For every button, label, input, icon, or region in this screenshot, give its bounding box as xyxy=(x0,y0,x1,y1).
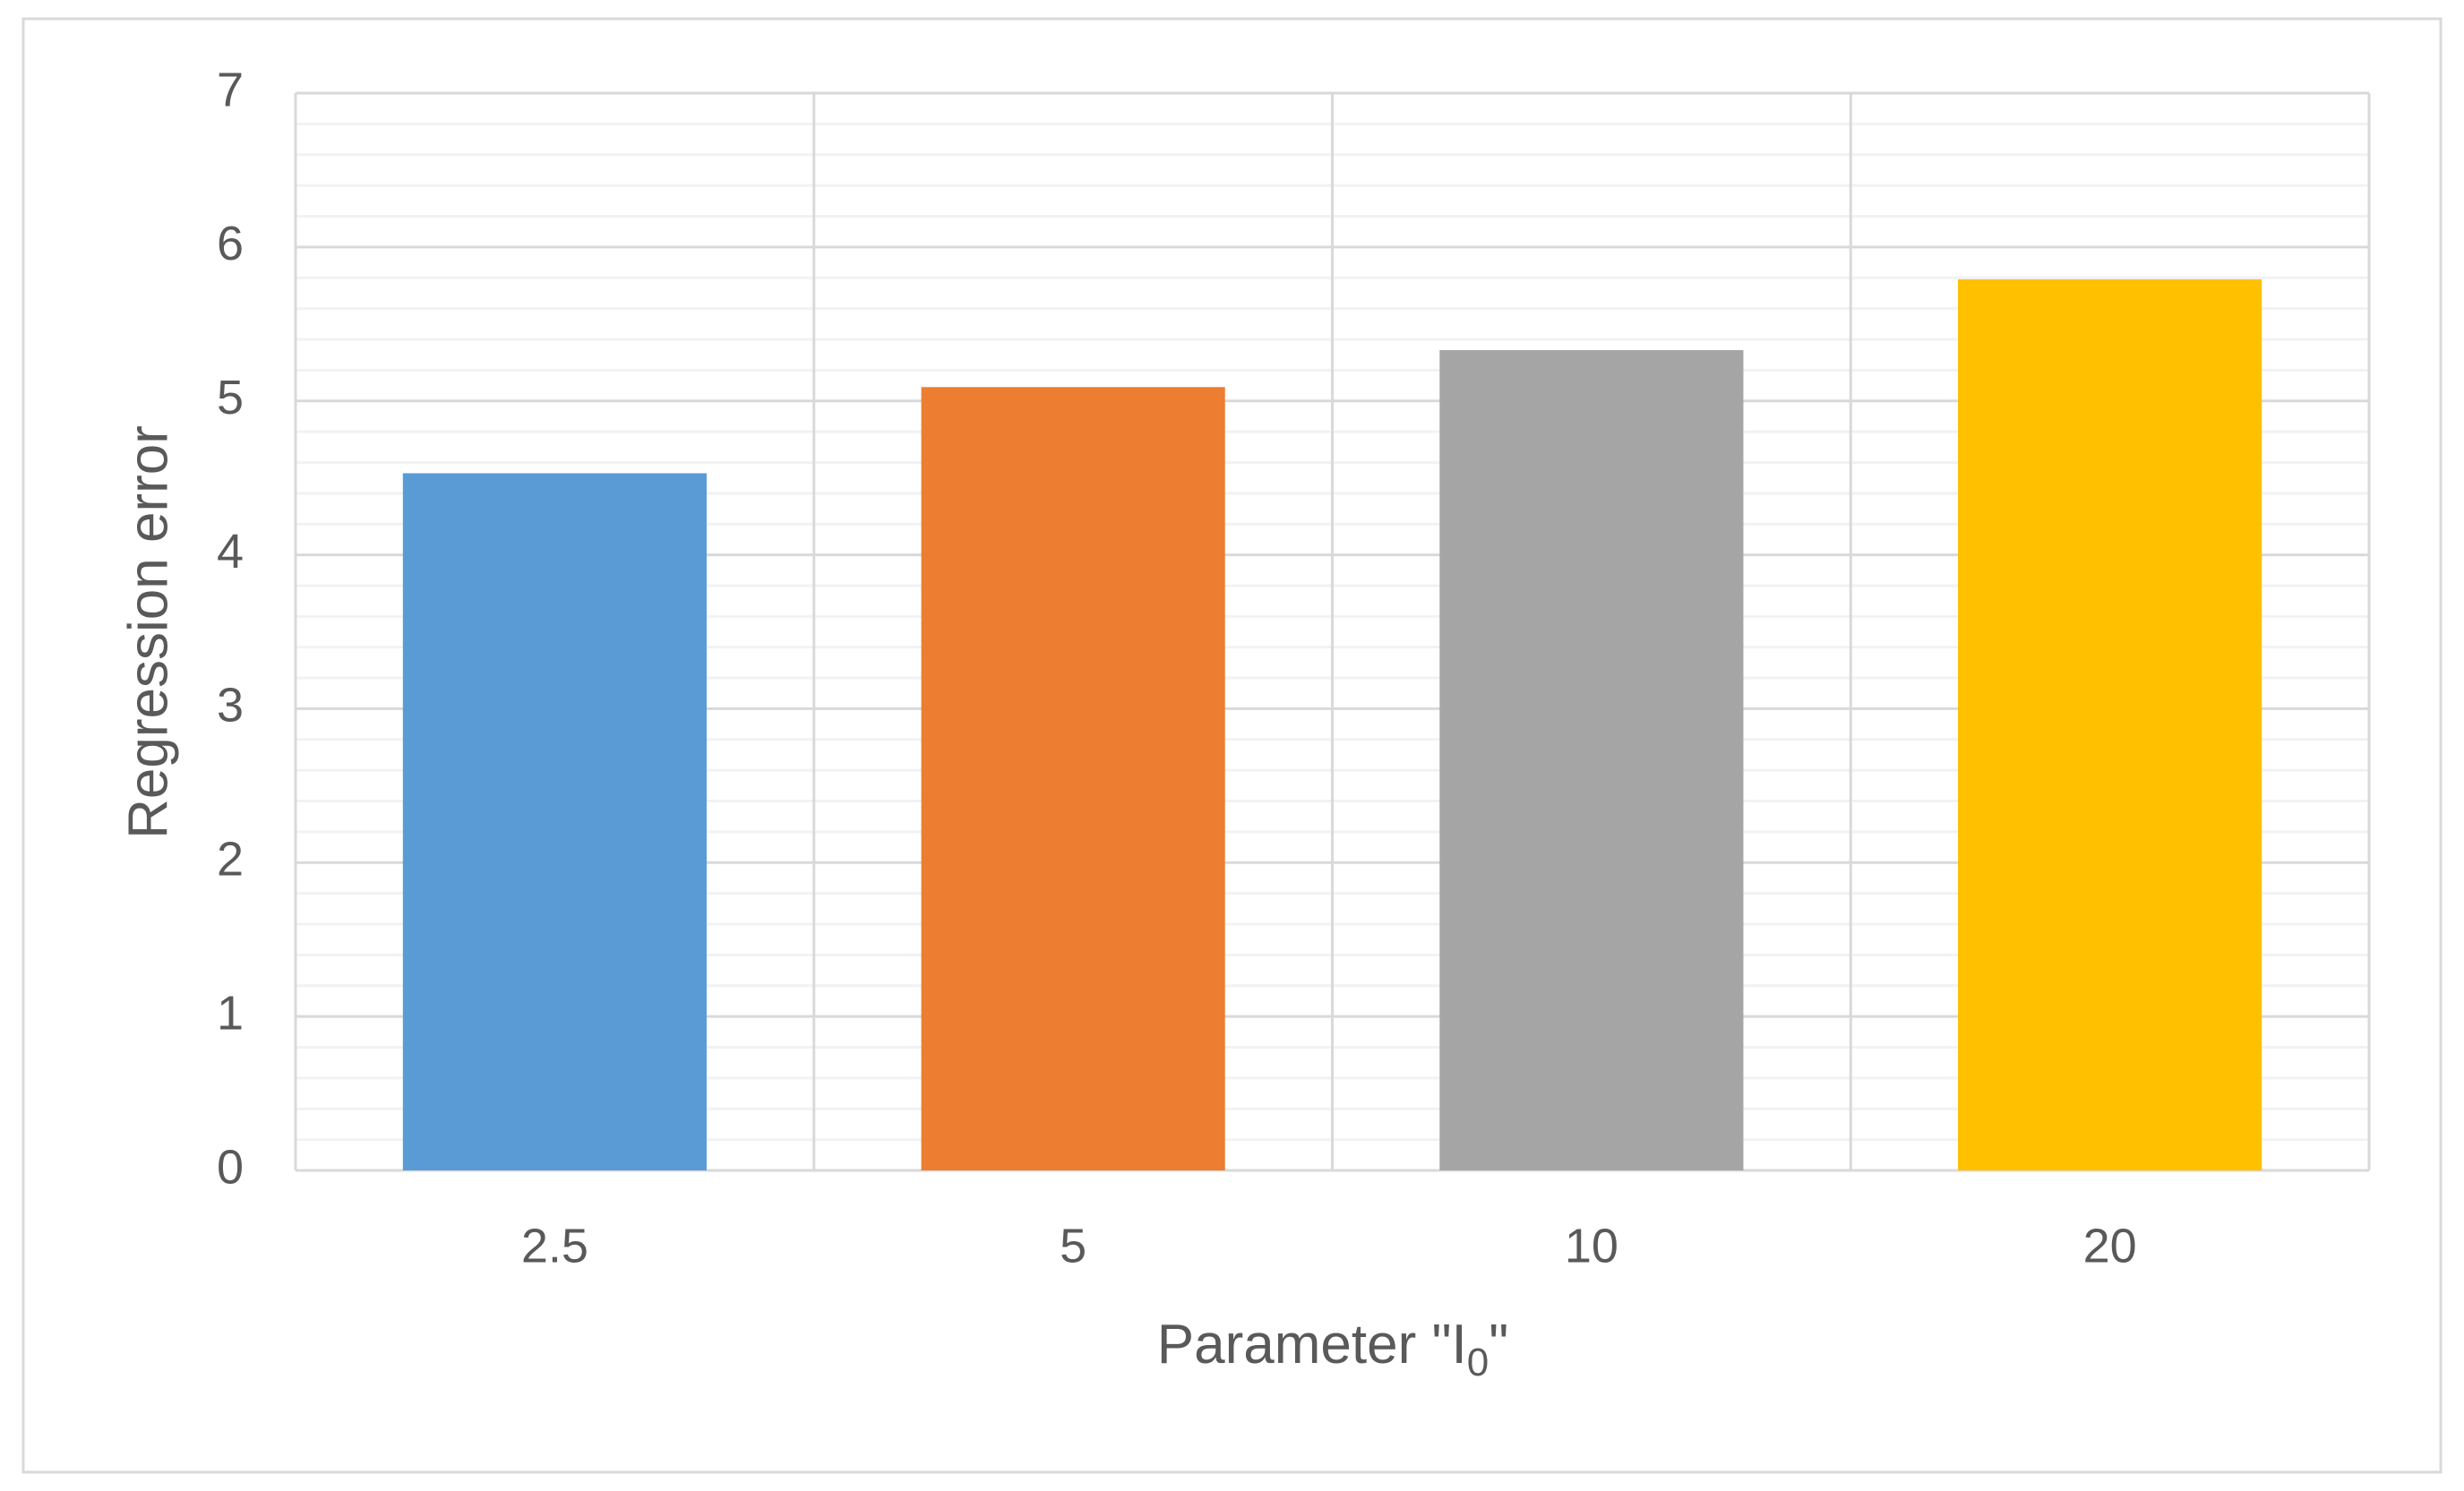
x-tick-label: 2.5 xyxy=(521,1219,588,1272)
y-tick-label: 1 xyxy=(217,986,244,1040)
bar xyxy=(1439,350,1744,1170)
y-tick-label: 4 xyxy=(217,525,244,578)
bar xyxy=(921,387,1225,1170)
x-tick-label: 10 xyxy=(1565,1219,1618,1272)
y-tick-label: 7 xyxy=(217,63,244,116)
y-tick-label: 5 xyxy=(217,371,244,424)
bar xyxy=(402,473,707,1170)
x-label-main: Parameter "I xyxy=(1157,1314,1467,1375)
y-tick-label: 2 xyxy=(217,833,244,887)
y-axis-label: Regression error xyxy=(117,425,179,839)
y-tick-label: 3 xyxy=(217,679,244,733)
x-axis-label: Parameter "I0" xyxy=(1157,1314,1508,1384)
x-tick-label: 5 xyxy=(1060,1219,1086,1272)
x-label-end: " xyxy=(1489,1314,1508,1375)
x-tick-label: 20 xyxy=(2083,1219,2137,1272)
bar xyxy=(1958,278,2262,1170)
y-tick-label: 0 xyxy=(217,1140,244,1194)
y-tick-label: 6 xyxy=(217,217,244,270)
x-label-subscript: 0 xyxy=(1467,1341,1489,1384)
